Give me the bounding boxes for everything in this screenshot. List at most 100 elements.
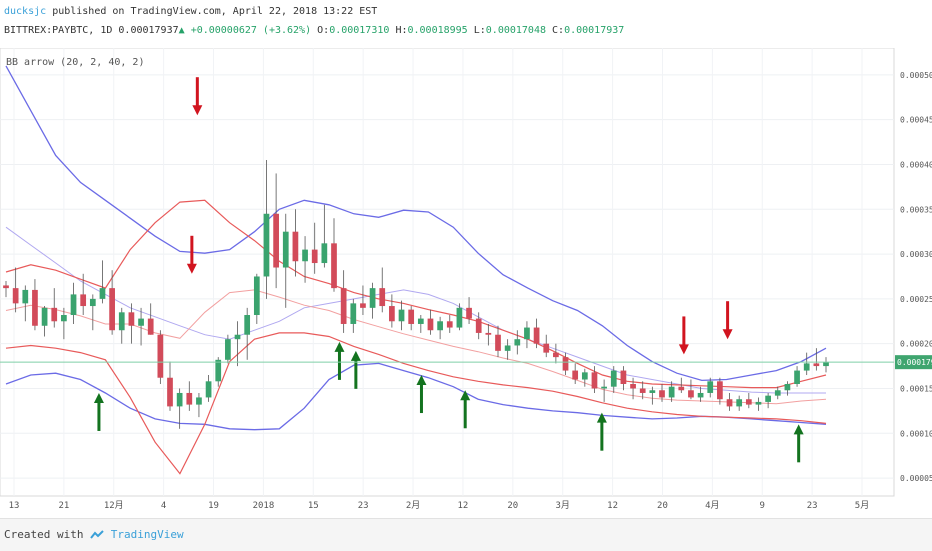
candle-body (813, 363, 820, 367)
buy-arrow-head (416, 375, 427, 386)
y-tick-label: 0.00040000 (900, 160, 932, 169)
candle-body (659, 390, 665, 398)
candle-body (186, 392, 193, 405)
buy-arrow-shaft (600, 420, 604, 451)
candle-body (794, 370, 800, 384)
candle-body (41, 307, 48, 326)
price-change: +0.00000627 (+3.62%) (190, 25, 312, 36)
x-tick-label: 12 (607, 501, 618, 511)
x-tick-label: 2018 (253, 501, 275, 511)
candle-body (22, 289, 29, 304)
candle-body (745, 399, 752, 405)
y-axis: 0.00005000 0.00010000 0.00015000 0.00020000… (895, 71, 932, 483)
tradingview-link[interactable]: TradingView (110, 528, 184, 541)
low-label: L: (473, 25, 486, 36)
candle-body (196, 397, 202, 405)
signal-arrows (93, 77, 804, 463)
open-value: 0.00017310 (329, 25, 390, 36)
candle-body (311, 249, 318, 264)
candle-body (466, 307, 472, 319)
buy-arrow-head (596, 412, 607, 423)
candle-body (225, 339, 231, 360)
candle-body (369, 288, 376, 308)
candle-body (273, 213, 279, 268)
x-tick-label: 4月 (705, 500, 719, 511)
candle-body (89, 298, 96, 307)
sell-arrow-shaft (190, 235, 194, 266)
candle-body (253, 276, 260, 316)
candle-body (504, 345, 511, 351)
candle-body (803, 363, 810, 371)
indicator-label: BB arrow (20, 2, 40, 2) (6, 57, 144, 68)
candle-body (697, 392, 704, 398)
candle-body (456, 307, 463, 328)
candle-body (678, 386, 685, 391)
candle-body (707, 381, 714, 393)
x-tick-label: 9 (760, 501, 765, 511)
x-tick-label: 13 (9, 501, 20, 511)
y-tick-label: 0.00030000 (900, 250, 932, 259)
tradingview-logo-icon (90, 530, 104, 539)
created-with-text: Created with (4, 528, 84, 541)
up-arrow-icon: ▲ (178, 25, 185, 36)
candle-body (350, 303, 357, 324)
candle-body (688, 390, 694, 398)
candle-body (244, 315, 251, 335)
author-link[interactable]: ducksjc (4, 6, 47, 17)
x-tick-label: 12 (458, 501, 469, 511)
symbol-line: BITTREX:PAYBTC, 1D 0.00017937▲ +0.000006… (4, 25, 624, 36)
candle-body (581, 372, 588, 380)
open-label: O: (317, 25, 330, 36)
footer-credit: Created with TradingView (4, 528, 184, 541)
candle-body (80, 294, 87, 307)
x-tick-label: 12月 (104, 500, 124, 511)
candle-body (360, 303, 366, 308)
candle-body (543, 343, 550, 353)
sell-arrow-head (192, 105, 203, 116)
candle-body (398, 309, 405, 322)
candle-body (340, 288, 347, 324)
candle-body (379, 288, 386, 307)
close-label: C: (552, 25, 565, 36)
buy-arrow-shaft (97, 400, 101, 431)
candle-body (3, 285, 9, 289)
candle-body (147, 318, 154, 335)
buy-arrow-shaft (337, 349, 341, 380)
candle-body (302, 249, 308, 262)
candle-body (823, 362, 829, 367)
y-tick-label: 0.00020000 (900, 340, 932, 349)
candle-body (292, 231, 299, 262)
bb-outer-basis-line (5, 226, 826, 394)
y-tick-label: 0.00015000 (900, 384, 932, 393)
y-tick-label: 0.00050000 (900, 71, 932, 80)
candle-body (475, 318, 482, 333)
candle-body (774, 390, 781, 396)
candle-body (562, 357, 569, 371)
bb-inner-basis-line (5, 289, 827, 405)
candle-body (417, 318, 424, 324)
candle-body (533, 327, 540, 344)
plot-area[interactable] (0, 48, 895, 497)
last-price: 0.00017937 (118, 25, 179, 36)
buy-arrow-shaft (419, 383, 423, 414)
y-tick-label: 0.00035000 (900, 205, 932, 214)
x-tick-label: 23 (807, 501, 818, 511)
bollinger-bands (5, 65, 827, 475)
buy-arrow-shaft (354, 358, 358, 389)
buy-arrow-head (334, 341, 345, 352)
close-value: 0.00017937 (564, 25, 625, 36)
x-tick-label: 4 (161, 501, 166, 511)
x-tick-label: 5月 (855, 500, 869, 511)
symbol-label: BITTREX:PAYBTC, 1D (4, 25, 113, 36)
candle-body (427, 318, 434, 331)
buy-arrow-head (460, 390, 471, 401)
candle-body (331, 243, 337, 289)
buy-arrow-shaft (463, 398, 467, 429)
sell-arrow-shaft (195, 77, 199, 108)
candle-body (784, 384, 791, 391)
candle-body (485, 332, 492, 335)
price-chart[interactable]: 0.00005000 0.00010000 0.00015000 0.00020000… (0, 48, 932, 518)
last-price-tag (895, 355, 932, 370)
bb-inner-upper-line (5, 199, 827, 389)
candle-body (495, 334, 501, 351)
